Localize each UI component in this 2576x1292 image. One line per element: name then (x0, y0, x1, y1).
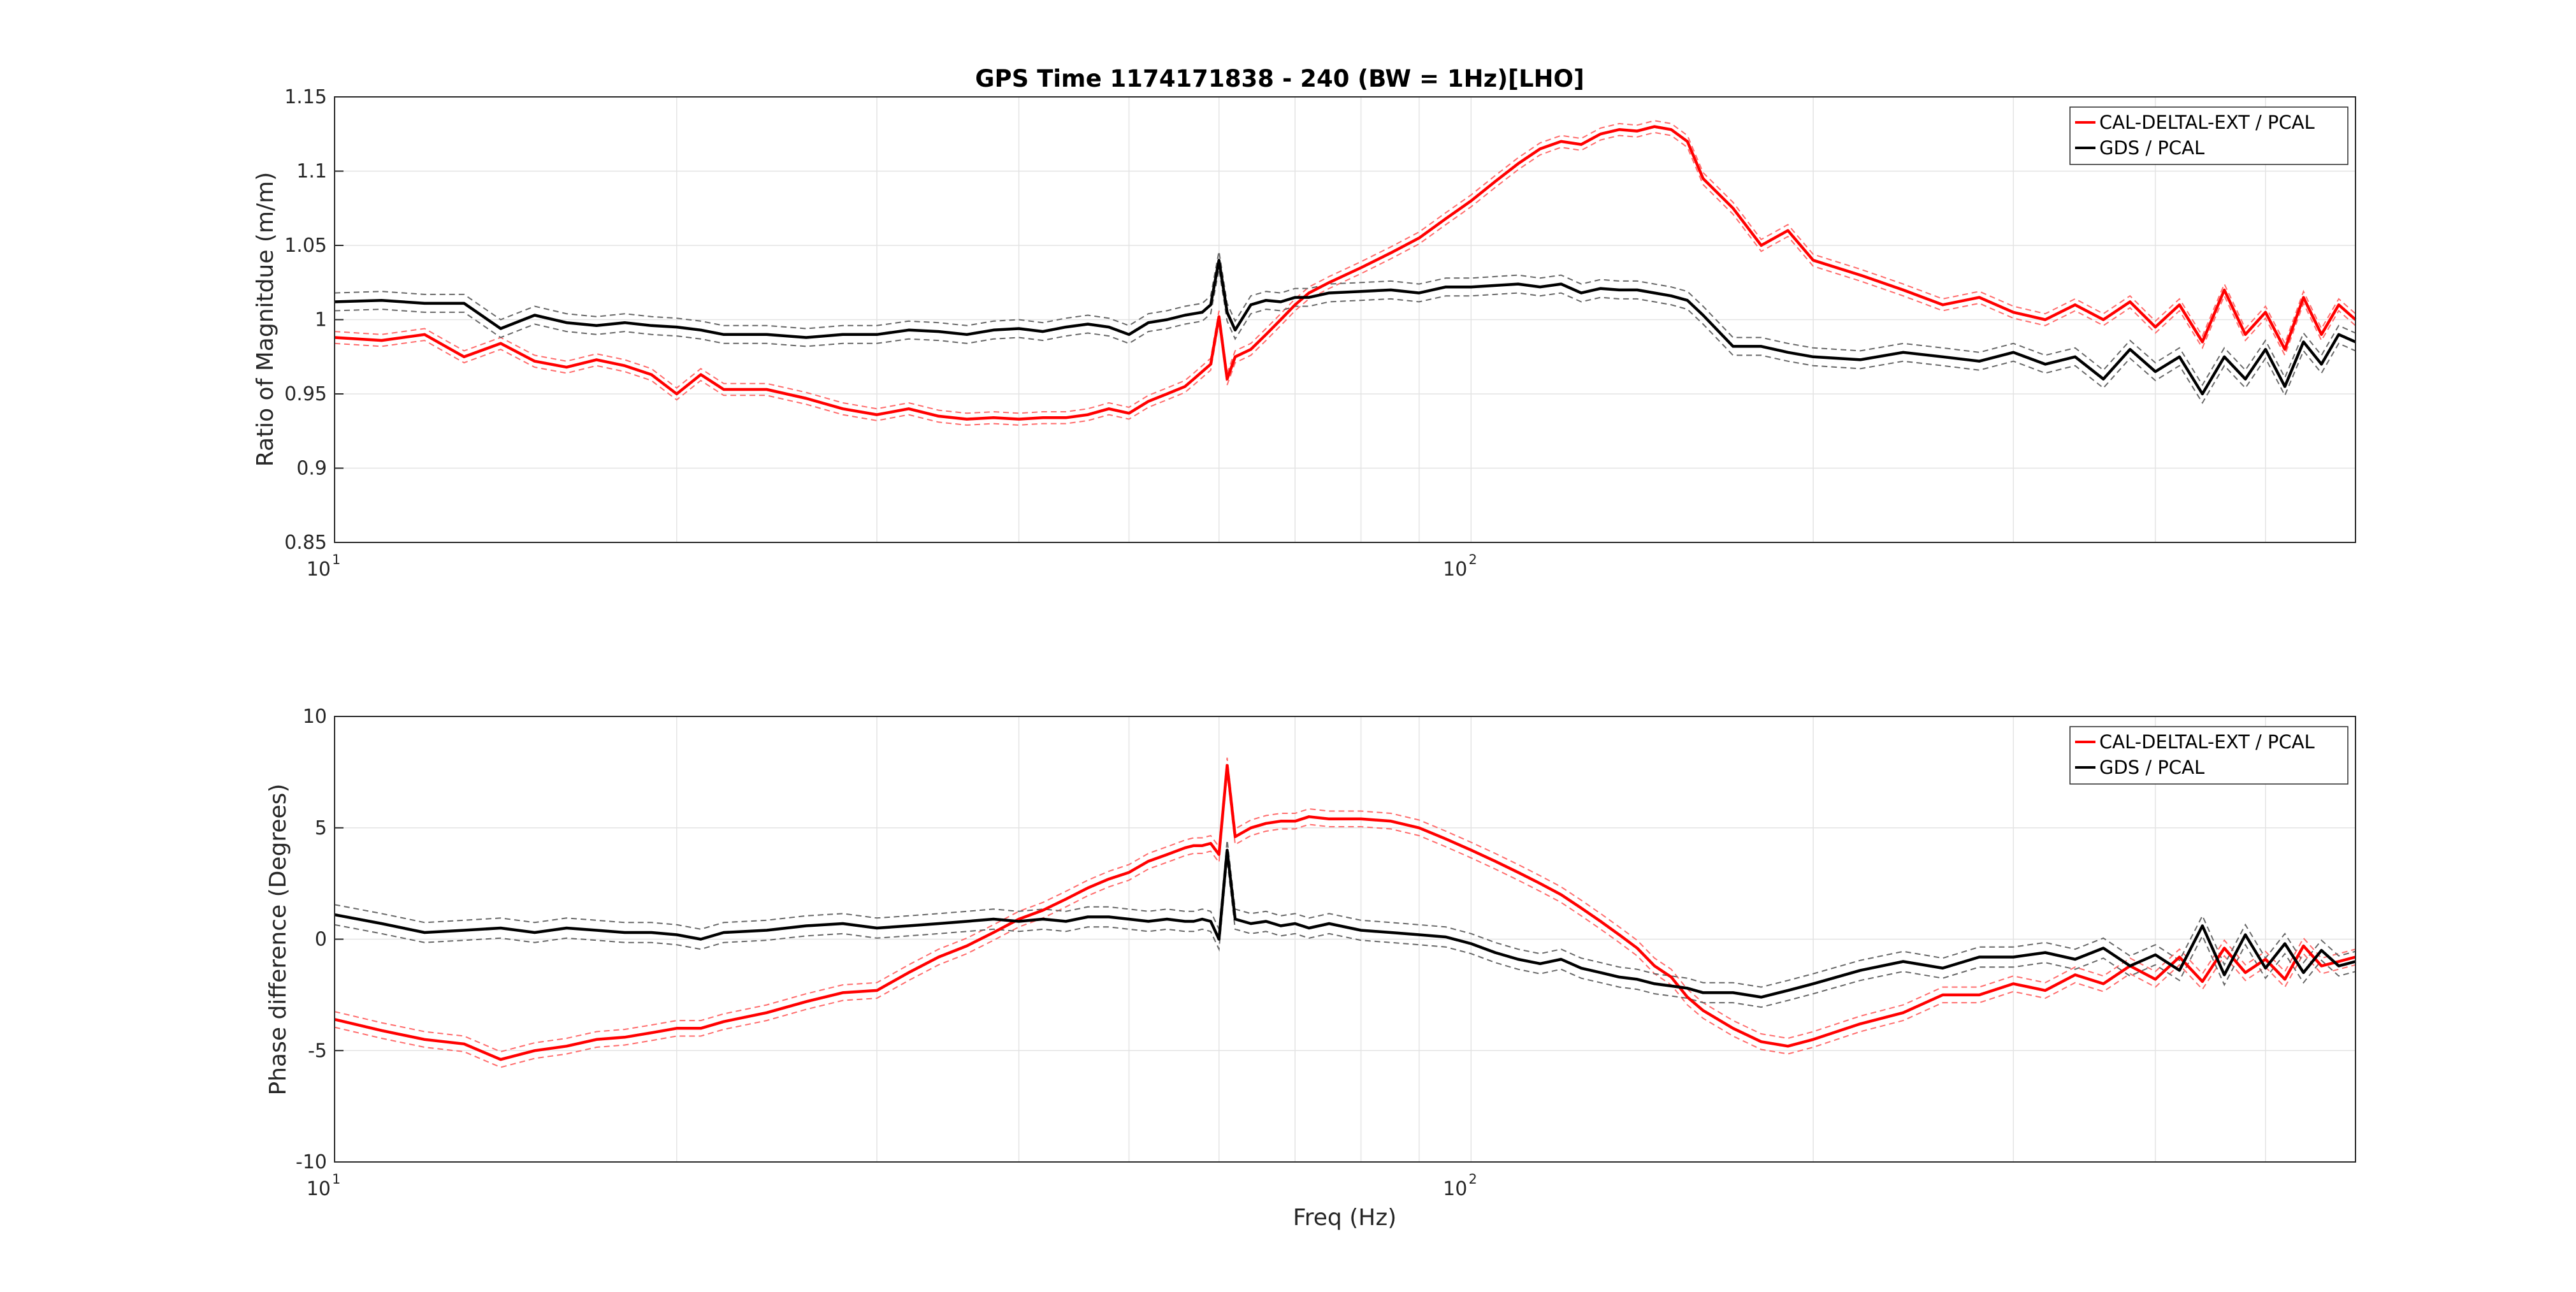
phase-y-tick-label: -5 (308, 1040, 327, 1062)
magnitude-y-axis-label: Ratio of Magnitdue (m/m) (252, 172, 279, 467)
magnitude-series-1-lower-bound (334, 269, 2356, 404)
phase-x-tick-exponent: 1 (332, 1172, 340, 1187)
phase-series-0-upper-bound (334, 757, 2356, 1053)
phase-y-tick-label: 0 (315, 929, 327, 951)
magnitude-y-tick-label: 0.9 (296, 458, 327, 480)
magnitude-legend: CAL-DELTAL-EXT / PCAL GDS / PCAL (2069, 106, 2348, 165)
magnitude-series-lines (334, 125, 2357, 421)
magnitude-x-tick-exponent: 2 (1468, 552, 1477, 567)
magnitude-legend-label-cal: CAL-DELTAL-EXT / PCAL (2099, 112, 2315, 133)
magnitude-y-tick-label: 0.95 (284, 383, 327, 405)
phase-legend-box (2069, 726, 2348, 785)
phase-series-1-lower-bound (334, 860, 2356, 1008)
phase-x-tick-label: 10 (307, 1178, 331, 1200)
phase-series-1-line (334, 848, 2356, 999)
magnitude-series-0-lower-bound (334, 131, 2356, 426)
magnitude-y-tick-label: 1.15 (284, 86, 327, 108)
magnitude-y-tick-label: 0.85 (284, 532, 327, 554)
phase-y-tick-label: 10 (303, 706, 327, 728)
phase-x-ticks: 10 1 10 2 (307, 1172, 1477, 1200)
figure-title: GPS Time 1174171838 - 240 (BW = 1Hz)[LHO… (975, 65, 1584, 92)
magnitude-y-ticks: 0.85 0.9 0.95 1 1.05 1.1 1.15 (284, 86, 344, 554)
phase-series-0-lower-bound (334, 773, 2356, 1068)
magnitude-y-tick-label: 1.05 (284, 235, 327, 257)
magnitude-series-1-line (334, 259, 2356, 396)
magnitude-series-0-upper-bound (334, 120, 2356, 414)
phase-y-tick-label: -10 (296, 1151, 327, 1173)
phase-y-ticks: -10 -5 0 5 10 (296, 706, 344, 1173)
phase-series-0-line (334, 764, 2356, 1061)
phase-y-tick-label: 5 (315, 817, 327, 839)
magnitude-x-tick-label: 10 (1443, 558, 1467, 581)
phase-x-tick-exponent: 2 (1468, 1172, 1477, 1187)
phase-uncertainty-bands (334, 757, 2356, 1068)
phase-y-axis-label: Phase difference (Degrees) (265, 784, 291, 1096)
magnitude-y-tick-label: 1 (315, 309, 327, 331)
phase-legend-label-cal: CAL-DELTAL-EXT / PCAL (2099, 731, 2315, 753)
magnitude-x-ticks: 10 1 10 2 (307, 552, 1477, 581)
magnitude-series-1-upper-bound (334, 251, 2356, 386)
phase-series-lines (334, 764, 2356, 1061)
phase-series-1-upper-bound (334, 839, 2356, 988)
magnitude-x-tick-label: 10 (307, 558, 331, 581)
phase-legend-label-gds: GDS / PCAL (2099, 757, 2204, 778)
magnitude-y-tick-label: 1.1 (296, 161, 327, 183)
magnitude-series-0-line (334, 125, 2357, 421)
magnitude-legend-box (2069, 106, 2348, 165)
magnitude-x-tick-exponent: 1 (332, 552, 340, 567)
magnitude-uncertainty-bands (334, 120, 2356, 426)
phase-x-tick-label: 10 (1443, 1178, 1467, 1200)
x-axis-label: Freq (Hz) (1293, 1205, 1397, 1231)
phase-legend: CAL-DELTAL-EXT / PCAL GDS / PCAL (2069, 726, 2348, 785)
magnitude-legend-label-gds: GDS / PCAL (2099, 137, 2204, 159)
phase-grid (335, 716, 2355, 1162)
